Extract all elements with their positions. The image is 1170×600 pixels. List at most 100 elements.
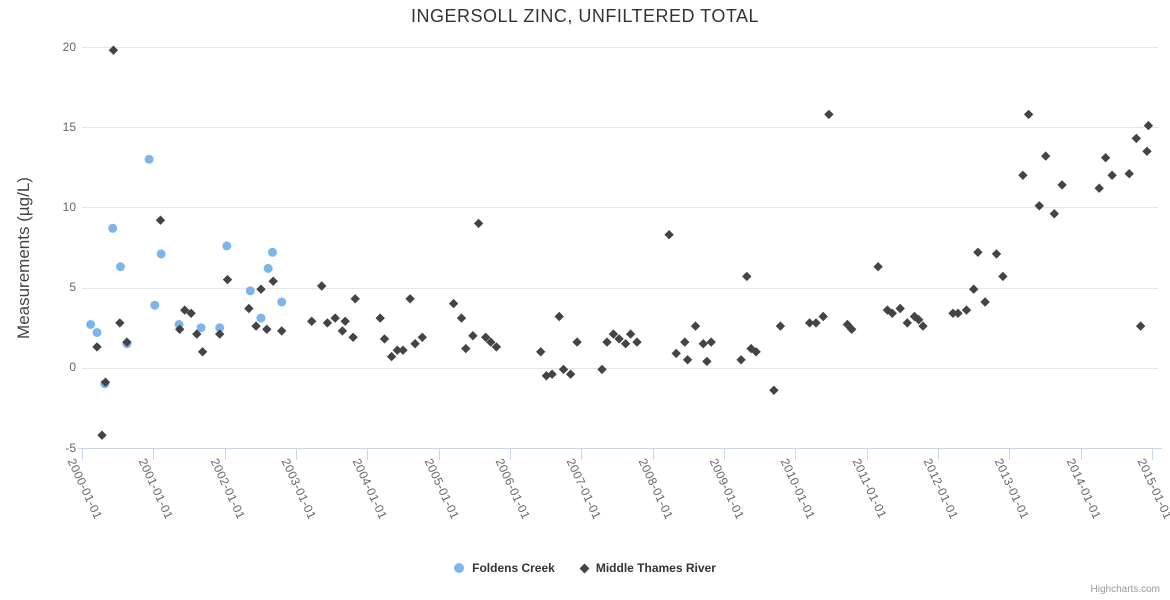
- data-point-middle-thames-river[interactable]: [572, 337, 582, 347]
- data-point-foldens-creek[interactable]: [116, 262, 125, 272]
- data-point-middle-thames-river[interactable]: [614, 334, 624, 344]
- data-point-middle-thames-river[interactable]: [491, 342, 502, 352]
- data-point-middle-thames-river[interactable]: [461, 343, 471, 354]
- data-point-foldens-creek[interactable]: [277, 297, 287, 307]
- data-point-middle-thames-river[interactable]: [392, 345, 402, 355]
- data-point-middle-thames-river[interactable]: [1049, 209, 1059, 219]
- data-point-middle-thames-river[interactable]: [565, 369, 576, 379]
- data-point-middle-thames-river[interactable]: [1143, 120, 1154, 131]
- data-point-middle-thames-river[interactable]: [197, 347, 208, 357]
- data-point-middle-thames-river[interactable]: [100, 377, 111, 387]
- data-point-middle-thames-river[interactable]: [468, 331, 478, 341]
- data-point-middle-thames-river[interactable]: [1131, 133, 1141, 144]
- data-point-middle-thames-river[interactable]: [1124, 169, 1134, 179]
- data-point-middle-thames-river[interactable]: [398, 345, 408, 355]
- data-point-middle-thames-river[interactable]: [180, 305, 190, 315]
- data-point-middle-thames-river[interactable]: [918, 321, 928, 331]
- data-point-middle-thames-river[interactable]: [456, 313, 467, 323]
- data-point-foldens-creek[interactable]: [256, 313, 266, 323]
- data-point-middle-thames-river[interactable]: [1107, 170, 1117, 180]
- data-point-middle-thames-river[interactable]: [386, 351, 397, 362]
- data-point-middle-thames-river[interactable]: [1018, 170, 1028, 180]
- data-point-middle-thames-river[interactable]: [824, 109, 834, 120]
- data-point-middle-thames-river[interactable]: [632, 337, 642, 347]
- data-point-middle-thames-river[interactable]: [1142, 146, 1152, 156]
- data-point-middle-thames-river[interactable]: [375, 313, 385, 323]
- data-point-middle-thames-river[interactable]: [1034, 201, 1044, 211]
- data-point-middle-thames-river[interactable]: [1135, 321, 1146, 331]
- data-point-middle-thames-river[interactable]: [547, 369, 557, 379]
- data-point-middle-thames-river[interactable]: [742, 271, 752, 282]
- data-point-middle-thames-river[interactable]: [671, 348, 681, 359]
- data-point-middle-thames-river[interactable]: [277, 326, 287, 336]
- data-point-middle-thames-river[interactable]: [481, 332, 491, 342]
- data-point-middle-thames-river[interactable]: [1023, 109, 1034, 120]
- data-point-middle-thames-river[interactable]: [818, 311, 828, 322]
- data-point-middle-thames-river[interactable]: [448, 298, 459, 309]
- data-point-middle-thames-river[interactable]: [186, 308, 196, 318]
- data-point-foldens-creek[interactable]: [268, 247, 277, 257]
- data-point-middle-thames-river[interactable]: [948, 308, 958, 318]
- data-point-middle-thames-river[interactable]: [330, 313, 340, 323]
- data-point-middle-thames-river[interactable]: [256, 284, 266, 294]
- data-point-foldens-creek[interactable]: [92, 328, 102, 337]
- data-point-middle-thames-river[interactable]: [895, 303, 905, 314]
- data-point-middle-thames-river[interactable]: [486, 337, 496, 347]
- data-point-middle-thames-river[interactable]: [115, 318, 125, 328]
- data-point-foldens-creek[interactable]: [86, 320, 96, 329]
- data-point-foldens-creek[interactable]: [108, 223, 118, 233]
- data-point-middle-thames-river[interactable]: [1057, 180, 1067, 190]
- data-point-middle-thames-river[interactable]: [558, 364, 569, 375]
- data-point-middle-thames-river[interactable]: [736, 355, 746, 365]
- data-point-middle-thames-river[interactable]: [769, 385, 779, 395]
- data-point-middle-thames-river[interactable]: [1094, 183, 1104, 193]
- data-point-middle-thames-river[interactable]: [811, 318, 821, 328]
- data-point-foldens-creek[interactable]: [196, 323, 206, 333]
- data-point-middle-thames-river[interactable]: [251, 321, 261, 331]
- highcharts-credit-link[interactable]: Highcharts.com: [1090, 584, 1160, 595]
- data-point-middle-thames-river[interactable]: [702, 356, 712, 367]
- data-point-middle-thames-river[interactable]: [92, 342, 102, 352]
- data-point-middle-thames-river[interactable]: [664, 230, 674, 240]
- data-point-middle-thames-river[interactable]: [746, 343, 756, 354]
- data-point-middle-thames-river[interactable]: [175, 324, 185, 334]
- data-point-middle-thames-river[interactable]: [998, 271, 1008, 282]
- data-point-middle-thames-river[interactable]: [980, 297, 990, 307]
- data-point-foldens-creek[interactable]: [245, 286, 255, 296]
- data-point-middle-thames-river[interactable]: [775, 321, 786, 331]
- data-point-middle-thames-river[interactable]: [192, 329, 202, 339]
- data-point-middle-thames-river[interactable]: [379, 334, 390, 344]
- data-point-foldens-creek[interactable]: [263, 263, 273, 273]
- data-point-middle-thames-river[interactable]: [1100, 153, 1111, 163]
- data-point-middle-thames-river[interactable]: [751, 347, 761, 357]
- data-point-foldens-creek[interactable]: [215, 323, 225, 333]
- data-point-middle-thames-river[interactable]: [317, 281, 327, 291]
- data-point-middle-thames-river[interactable]: [1041, 151, 1051, 161]
- data-point-middle-thames-river[interactable]: [268, 276, 278, 286]
- data-point-middle-thames-river[interactable]: [953, 308, 963, 318]
- data-point-middle-thames-river[interactable]: [405, 294, 415, 304]
- data-point-middle-thames-river[interactable]: [969, 284, 979, 294]
- data-point-middle-thames-river[interactable]: [155, 215, 166, 225]
- data-point-middle-thames-river[interactable]: [804, 318, 815, 328]
- data-point-foldens-creek[interactable]: [222, 241, 232, 251]
- data-point-middle-thames-river[interactable]: [690, 321, 701, 331]
- data-point-middle-thames-river[interactable]: [597, 364, 607, 375]
- data-point-middle-thames-river[interactable]: [608, 329, 619, 339]
- data-point-middle-thames-river[interactable]: [706, 337, 716, 347]
- data-point-middle-thames-river[interactable]: [410, 339, 420, 349]
- data-point-middle-thames-river[interactable]: [680, 337, 690, 347]
- data-point-middle-thames-river[interactable]: [902, 318, 912, 328]
- data-point-middle-thames-river[interactable]: [417, 332, 427, 342]
- data-point-middle-thames-river[interactable]: [97, 430, 107, 440]
- data-point-foldens-creek[interactable]: [150, 300, 160, 310]
- data-point-middle-thames-river[interactable]: [122, 337, 132, 347]
- data-point-middle-thames-river[interactable]: [620, 339, 631, 349]
- legend-item-foldens-creek[interactable]: Foldens Creek: [454, 561, 555, 575]
- data-point-middle-thames-river[interactable]: [698, 339, 708, 349]
- data-point-middle-thames-river[interactable]: [554, 311, 564, 322]
- data-point-middle-thames-river[interactable]: [873, 262, 883, 272]
- data-point-middle-thames-river[interactable]: [222, 274, 233, 285]
- data-point-middle-thames-river[interactable]: [961, 305, 972, 315]
- data-point-foldens-creek[interactable]: [144, 154, 154, 164]
